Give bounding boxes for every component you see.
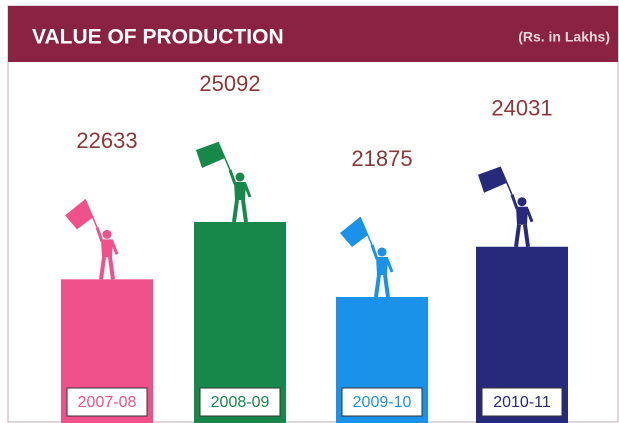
category-box bbox=[341, 387, 423, 417]
flag-figure bbox=[196, 141, 252, 223]
flag bbox=[478, 166, 507, 193]
chart-title: VALUE OF PRODUCTION bbox=[32, 26, 284, 49]
chart-subtitle: (Rs. in Lakhs) bbox=[518, 29, 610, 45]
figure-head bbox=[102, 229, 112, 239]
category-box bbox=[66, 387, 148, 417]
flag-figure bbox=[340, 216, 394, 298]
figure-head bbox=[517, 197, 527, 207]
figure-head bbox=[377, 247, 387, 257]
figure-leg bbox=[232, 199, 239, 223]
x-tick-label: 2010-11 bbox=[493, 394, 551, 411]
figure-body bbox=[101, 239, 113, 258]
x-tick-label: 2009-10 bbox=[353, 394, 412, 411]
header-band bbox=[8, 6, 618, 62]
flag bbox=[65, 199, 93, 230]
value-label: 24031 bbox=[491, 96, 552, 121]
flag-figure bbox=[478, 166, 534, 248]
figure-body bbox=[234, 182, 246, 200]
figure-body bbox=[516, 206, 528, 225]
figure-arm bbox=[385, 258, 394, 273]
figure-arm bbox=[228, 169, 237, 185]
figure-arm bbox=[525, 208, 534, 223]
category-box bbox=[481, 387, 563, 417]
value-label: 21875 bbox=[351, 146, 412, 171]
figure-leg bbox=[108, 257, 115, 280]
figure-leg bbox=[374, 274, 381, 298]
figure-head bbox=[235, 172, 245, 182]
category-box bbox=[199, 387, 281, 417]
value-label: 25092 bbox=[199, 71, 260, 96]
flag bbox=[196, 142, 225, 168]
value-label: 22633 bbox=[76, 128, 137, 153]
figure-arm bbox=[370, 244, 379, 260]
figure-arm bbox=[110, 240, 119, 255]
figure-leg bbox=[99, 257, 106, 280]
figure-leg bbox=[241, 199, 248, 223]
flag bbox=[340, 217, 368, 247]
figure-leg bbox=[383, 274, 390, 298]
figure-arm bbox=[243, 183, 252, 198]
flag-figure bbox=[65, 199, 119, 280]
figure-leg bbox=[523, 224, 530, 248]
figure-body bbox=[376, 257, 388, 275]
x-tick-label: 2007-08 bbox=[78, 394, 137, 411]
x-tick-label: 2008-09 bbox=[211, 394, 270, 411]
figure-arm bbox=[95, 226, 104, 242]
figure-arm bbox=[510, 194, 519, 210]
figure-leg bbox=[514, 224, 521, 248]
